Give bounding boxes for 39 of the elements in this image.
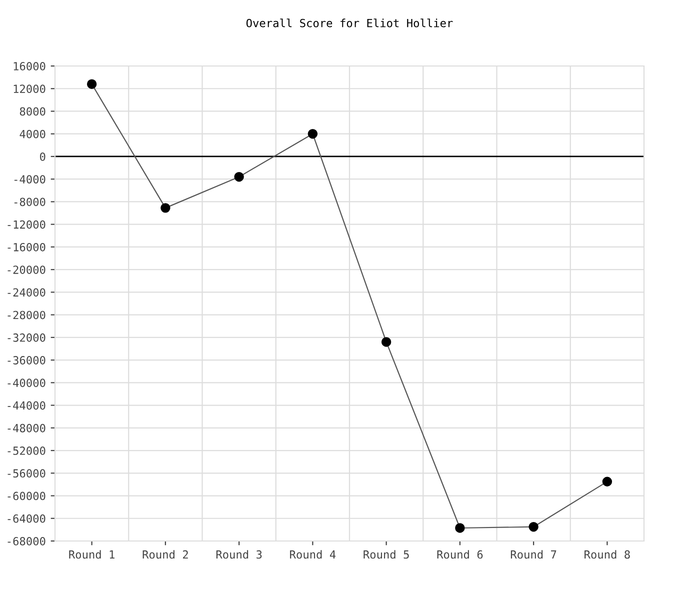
point [160, 203, 170, 213]
y-tick-label: -8000 [14, 198, 46, 206]
y-tick-label: 8000 [20, 107, 46, 116]
y-tick-label: -56000 [8, 469, 46, 478]
y-tick-label: -32000 [8, 333, 46, 342]
point [308, 128, 318, 139]
point [381, 337, 392, 347]
y-tick-label: -36000 [8, 356, 46, 364]
y-tick-label: -60000 [8, 492, 46, 500]
x-tick-label: Round 2 [142, 550, 188, 559]
point [602, 476, 612, 486]
point [86, 79, 97, 89]
x-tick-label: Round 6 [437, 550, 483, 559]
y-tick-label: -12000 [8, 220, 46, 229]
y-tick-label: -44000 [8, 401, 46, 410]
y-tick-label: -68000 [8, 537, 46, 546]
y-tick-label: -4000 [14, 175, 46, 184]
x-tick-label: Round 4 [290, 550, 336, 559]
y-tick-label: -48000 [8, 424, 46, 432]
y-tick-label: -52000 [8, 446, 46, 455]
y-tick-label: -28000 [8, 310, 46, 320]
chart-title: Overall Score for Eliot Hollier [246, 18, 453, 28]
x-tick-label: Round 7 [510, 550, 556, 559]
y-tick-label: -24000 [8, 288, 46, 297]
x-tick-label: Round 1 [69, 550, 114, 559]
x-tick-label: Round 5 [364, 550, 409, 559]
x-tick-label: Round 8 [584, 550, 630, 559]
point [234, 172, 244, 182]
y-tick-label: 12000 [14, 84, 46, 94]
y-tick-label: 0 [40, 152, 46, 161]
y-tick-label: -40000 [8, 378, 46, 388]
x-tick-label: Round 3 [216, 550, 262, 559]
y-tick-label: 4000 [20, 130, 46, 138]
y-tick-label: -20000 [8, 266, 46, 274]
point [528, 522, 538, 532]
y-tick-label: -64000 [8, 514, 46, 523]
y-tick-label: 16000 [14, 62, 46, 70]
y-tick-label: -16000 [8, 242, 46, 252]
point [455, 523, 465, 533]
